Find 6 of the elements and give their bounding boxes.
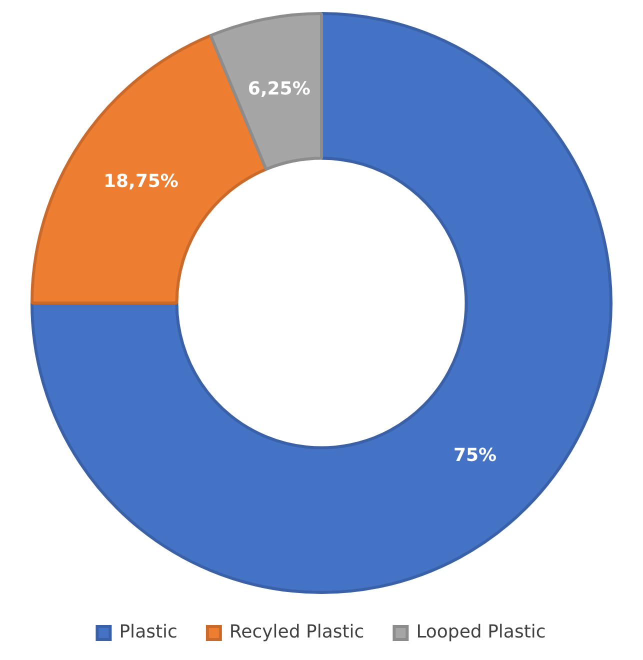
legend-label: Plastic	[119, 622, 178, 643]
data-label: 6,25%	[248, 78, 310, 100]
legend-label: Recyled Plastic	[229, 622, 364, 643]
data-label: 18,75%	[103, 171, 178, 192]
data-label: 75%	[453, 445, 497, 466]
legend-label: Looped Plastic	[416, 622, 546, 643]
